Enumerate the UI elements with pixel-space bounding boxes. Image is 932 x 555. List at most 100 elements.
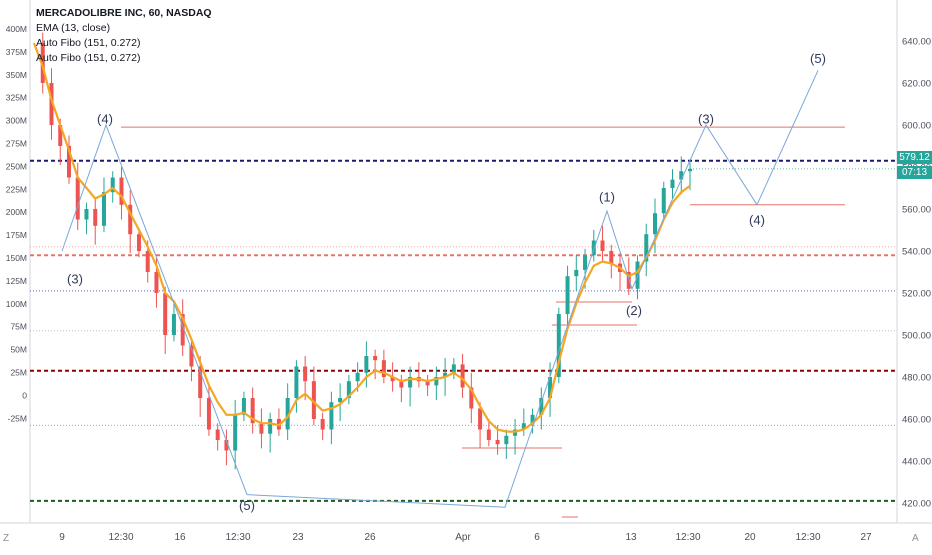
candle-body [565,276,570,314]
candle-body [303,366,308,382]
candle-body [154,272,159,293]
candle-body [206,398,211,430]
candle-body [434,377,439,386]
ema-label: EMA (13, close) [36,22,111,34]
candle-body [259,423,264,434]
candle-body [600,240,605,251]
legend-indicator-ema[interactable]: EMA (13, close) [36,21,212,36]
fib-axis-tick-label: 400M [6,24,27,34]
candle-body [644,234,649,262]
candle-body [84,209,89,220]
time-axis-tick-label: 27 [860,532,872,543]
candle-body [93,209,98,226]
auto-scale-button[interactable]: A [912,533,919,544]
candle-body [653,213,658,235]
candle-body [583,255,588,270]
candle-body [556,314,561,377]
candle-body [285,398,290,430]
candle-body [224,440,229,451]
candle-body [128,204,133,235]
fib-axis-tick-label: 250M [6,161,27,171]
candle-body [504,435,509,445]
chart-legend: MERCADOLIBRE INC, 60, NASDAQ EMA (13, cl… [36,6,212,66]
price-axis-tick-label: 420.00 [902,499,931,510]
candle-body [478,408,483,430]
time-axis-tick-label: 12:30 [675,532,700,543]
symbol-title: MERCADOLIBRE INC, 60, NASDAQ [36,7,212,19]
price-axis-tick-label: 440.00 [902,457,931,468]
price-axis-tick-label: 600.00 [902,121,931,132]
candle-body [574,269,579,277]
time-axis-tick-label: 12:30 [225,532,250,543]
fib-axis-tick-label: 0 [22,390,27,400]
timezone-button[interactable]: Z [3,533,10,544]
wave-label: (3) [67,271,83,286]
ema-line [32,42,691,433]
fib-axis-tick-label: 25M [10,368,27,378]
legend-indicator-autofibo-1[interactable]: Auto Fibo (151, 0.272) [36,36,212,51]
fib-axis-tick-label: 300M [6,116,27,126]
fib-axis-tick-label: 100M [6,299,27,309]
candle-body [294,366,299,398]
time-axis-tick-label: 12:30 [795,532,820,543]
candle-body [521,423,526,430]
candle-body [215,429,220,440]
wave-label: (4) [97,112,113,127]
candle-body [469,387,474,409]
fib-axis-tick-label: -25M [8,413,27,423]
price-axis-tick-label: 480.00 [902,373,931,384]
candle-body [661,188,666,214]
candle-body [136,234,141,251]
price-axis-tick-label: 540.00 [902,247,931,258]
candle-body [66,146,71,178]
candle-body [670,179,675,188]
time-axis-tick-label: 6 [534,532,540,543]
candle-body [40,43,45,83]
candle-body [390,377,395,382]
fib-axis-tick-label: 200M [6,207,27,217]
candle-body [75,177,80,220]
candle-body [320,419,325,430]
time-axis-tick-label: 13 [625,532,637,543]
time-axis-tick-label: Apr [455,532,471,543]
candle-body [408,377,413,388]
candle-body [338,398,343,403]
time-axis-tick-label: 9 [59,532,65,543]
fib-axis-tick-label: 50M [10,345,27,355]
candle-body [110,177,115,193]
fib-axis-tick-label: 175M [6,230,27,240]
fib-axis-tick-label: 275M [6,139,27,149]
candle-body [373,356,378,361]
fib-axis-tick-label: 325M [6,93,27,103]
wave-label: (2) [626,303,642,318]
wave-label: (5) [239,498,255,513]
candle-body [530,414,535,424]
candle-body [688,168,692,172]
candle-body [548,377,553,398]
candle-body [329,402,334,430]
legend-indicator-autofibo-2[interactable]: Auto Fibo (151, 0.272) [36,51,212,66]
autofibo-label-1: Auto Fibo (151, 0.272) [36,37,141,49]
wave-label: (3) [698,112,714,127]
candle-body [163,293,168,335]
price-axis-tick-label: 640.00 [902,37,931,48]
time-axis-tick-label: 16 [174,532,186,543]
wave-label: (4) [749,213,765,228]
candle-body [460,364,465,388]
candle-body [311,381,316,419]
candle-body [189,345,194,367]
wave-label: (1) [599,189,615,204]
candle-body [451,364,456,373]
candle-body [241,398,246,415]
candle-body [268,419,273,434]
candle-body [381,360,386,377]
candle-body [346,381,351,398]
fib-axis-tick-label: 150M [6,253,27,263]
time-axis-tick-label: 20 [744,532,756,543]
candle-body [355,372,360,382]
autofibo-label-2: Auto Fibo (151, 0.272) [36,52,141,64]
candle-body [180,314,185,346]
